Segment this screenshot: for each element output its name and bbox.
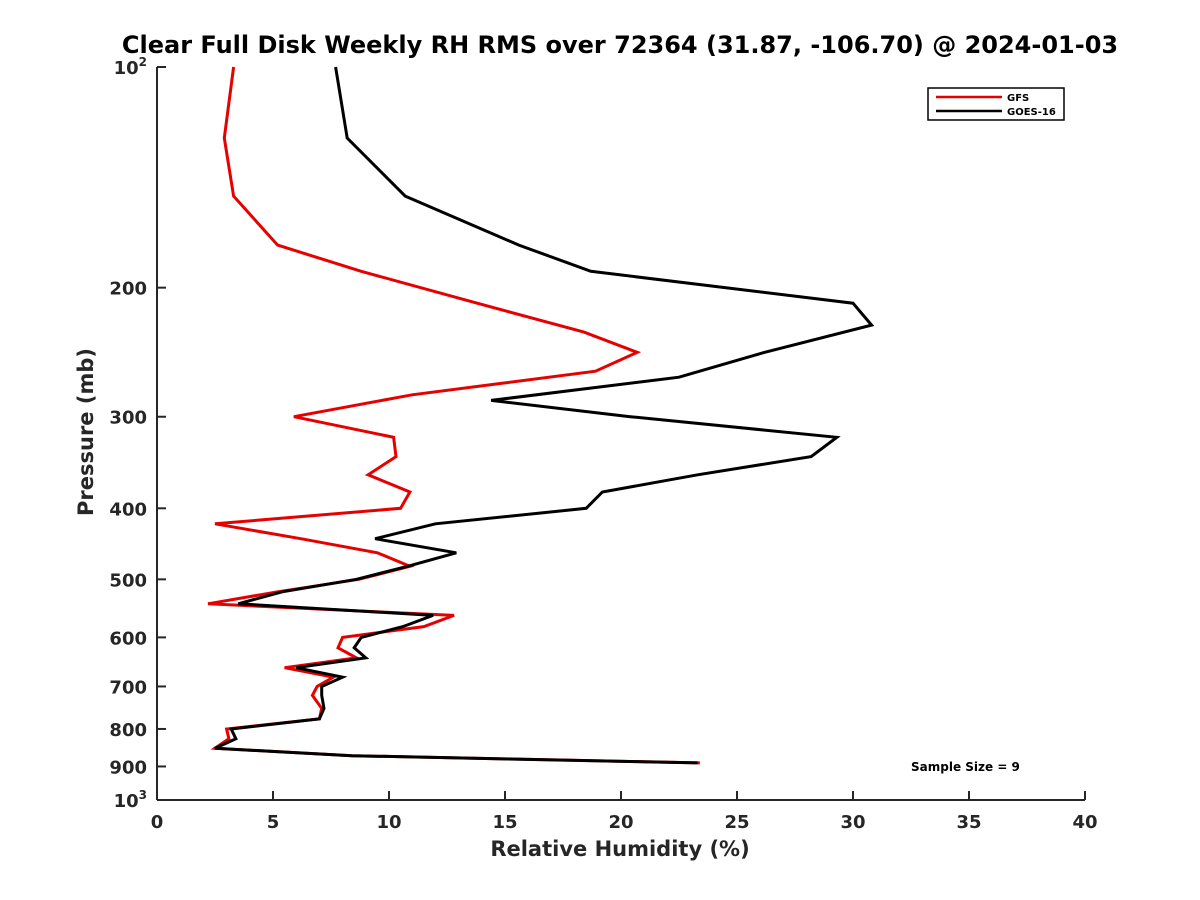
y-tick-label: 200 [109, 279, 147, 300]
x-tick-label: 5 [267, 812, 280, 833]
y-tick-label: 103 [114, 788, 147, 812]
x-tick-label: 35 [956, 812, 981, 833]
x-tick-label: 0 [151, 812, 164, 833]
x-axis-label: Relative Humidity (%) [490, 837, 749, 861]
x-tick-label: 40 [1072, 812, 1097, 833]
y-tick-label: 102 [114, 55, 147, 79]
legend-label: GOES-16 [1007, 107, 1056, 118]
x-tick-label: 20 [608, 812, 633, 833]
y-tick-label: 900 [109, 757, 147, 778]
sample-size-annotation: Sample Size = 9 [911, 760, 1020, 774]
series-layer [207, 66, 875, 765]
y-tick-label: 800 [109, 720, 147, 741]
x-tick-label: 30 [840, 812, 865, 833]
y-tick-label: 300 [109, 408, 147, 429]
x-tick-label: 10 [376, 812, 401, 833]
legend-box [927, 87, 1065, 121]
axes-layer: 0 5 10 15 20 25 30 35 40 102 200 300 400 500 600 700 800… [109, 55, 1097, 833]
y-tick-label: 500 [109, 570, 147, 591]
legend: GFS GOES-16 [927, 87, 1065, 121]
chart-title: Clear Full Disk Weekly RH RMS over 72364… [122, 31, 1118, 59]
y-tick-label: 700 [109, 677, 147, 698]
x-tick-label: 15 [492, 812, 517, 833]
y-tick-label: 600 [109, 628, 147, 649]
x-tick-label: 25 [724, 812, 749, 833]
y-tick-label: 400 [109, 499, 147, 520]
series-line-goes-16 [214, 66, 875, 765]
y-axis-label: Pressure (mb) [74, 348, 98, 516]
legend-label: GFS [1007, 93, 1029, 104]
